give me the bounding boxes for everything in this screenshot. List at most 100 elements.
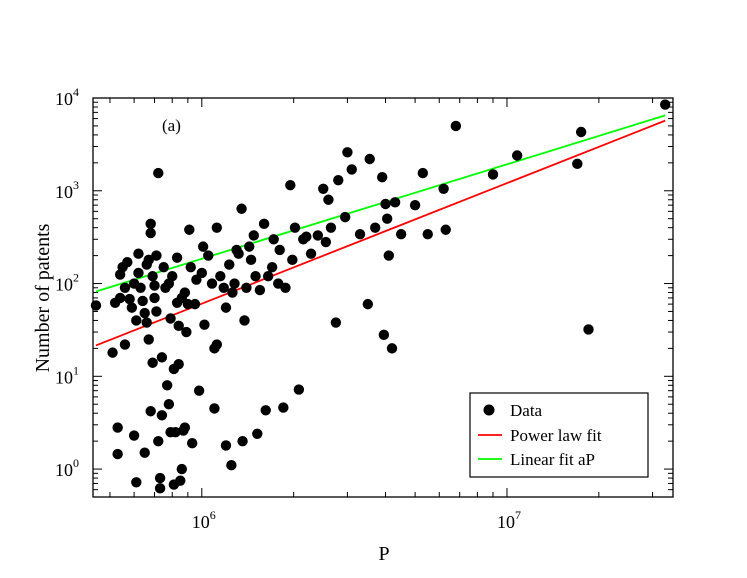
data-point	[179, 422, 191, 433]
data-point	[173, 320, 184, 332]
data-point	[274, 244, 285, 256]
axis-ticks	[93, 97, 673, 498]
data-point	[572, 158, 583, 170]
data-point	[583, 324, 594, 335]
data-point	[199, 319, 210, 330]
data-point	[236, 203, 247, 214]
legend-label-power-law: Power law fit	[510, 426, 602, 445]
data-point	[151, 306, 162, 317]
data-point	[112, 422, 123, 433]
data-point	[107, 347, 118, 358]
data-point	[226, 460, 237, 471]
y-tick-label: 103	[55, 178, 79, 202]
data-point	[147, 270, 158, 282]
y-tick-label: 102	[55, 271, 79, 295]
data-point	[128, 430, 140, 441]
data-point	[171, 252, 183, 263]
data-point	[145, 227, 156, 239]
data-point	[184, 224, 195, 235]
x-tick-label: 107	[497, 508, 521, 532]
data-point	[376, 172, 388, 183]
data-point	[153, 167, 164, 179]
data-point	[131, 315, 142, 326]
data-point	[266, 262, 278, 273]
data-point	[147, 357, 158, 368]
data-point	[254, 284, 266, 296]
y-tick-exponent: 2	[73, 271, 79, 285]
y-tick-exponent: 1	[73, 363, 79, 377]
power-law-fit-line	[95, 119, 666, 347]
data-point	[215, 270, 226, 282]
y-tick-exponent: 4	[73, 85, 79, 99]
data-point	[151, 250, 162, 261]
data-point	[176, 463, 188, 475]
x-tick-exponent: 6	[210, 508, 216, 522]
data-point	[193, 385, 205, 396]
data-point	[149, 292, 160, 304]
data-point	[450, 120, 462, 132]
data-point	[173, 359, 184, 370]
data-point	[285, 179, 296, 191]
data-point	[380, 198, 391, 210]
legend-label-linear: Linear fit aP	[510, 450, 595, 469]
data-point	[262, 270, 274, 282]
data-point	[239, 315, 250, 326]
data-point	[114, 292, 126, 304]
data-point	[175, 475, 186, 486]
data-point	[323, 194, 334, 205]
legend-label-data: Data	[510, 401, 543, 420]
data-point	[135, 282, 146, 293]
data-point	[305, 248, 317, 259]
data-point	[364, 153, 375, 165]
data-point	[422, 229, 433, 240]
data-point	[224, 259, 235, 270]
data-point	[440, 224, 451, 235]
data-point	[196, 267, 208, 279]
data-point	[248, 230, 259, 241]
data-point	[289, 222, 301, 233]
x-axis-label: P	[378, 543, 389, 565]
data-point	[339, 211, 351, 223]
data-point	[287, 254, 298, 266]
data-point	[161, 380, 173, 391]
data-point	[165, 313, 176, 324]
data-point	[362, 298, 374, 310]
data-point	[220, 440, 232, 451]
data-point	[153, 435, 164, 447]
y-tick-label: 101	[55, 363, 79, 387]
x-tick-exponent: 7	[515, 508, 521, 522]
data-point	[260, 405, 271, 416]
data-point	[229, 278, 240, 289]
data-point	[378, 329, 390, 341]
data-point	[211, 222, 223, 233]
data-point	[354, 229, 366, 240]
data-point	[90, 300, 102, 311]
data-point	[133, 248, 144, 259]
y-axis-label: Number of patents	[32, 223, 54, 372]
series-layer	[90, 99, 671, 494]
data-point	[218, 282, 229, 293]
data-point	[112, 448, 123, 460]
y-tick-label: 104	[55, 85, 79, 109]
data-point	[241, 282, 252, 293]
data-point	[211, 339, 223, 350]
data-point	[133, 267, 144, 279]
data-point	[167, 270, 178, 282]
data-point	[156, 352, 168, 363]
data-point	[487, 169, 499, 180]
data-point	[139, 307, 150, 319]
data-point	[156, 410, 168, 421]
data-point	[126, 302, 138, 313]
data-point	[182, 298, 194, 310]
data-point	[333, 174, 344, 186]
data-point	[209, 403, 220, 414]
data-point	[330, 317, 342, 328]
y-tick-exponent: 0	[73, 456, 79, 470]
data-point	[119, 282, 131, 293]
data-point	[660, 99, 671, 110]
data-point	[318, 183, 329, 195]
data-point	[197, 241, 209, 252]
data-point	[220, 302, 232, 313]
data-point	[141, 317, 152, 328]
